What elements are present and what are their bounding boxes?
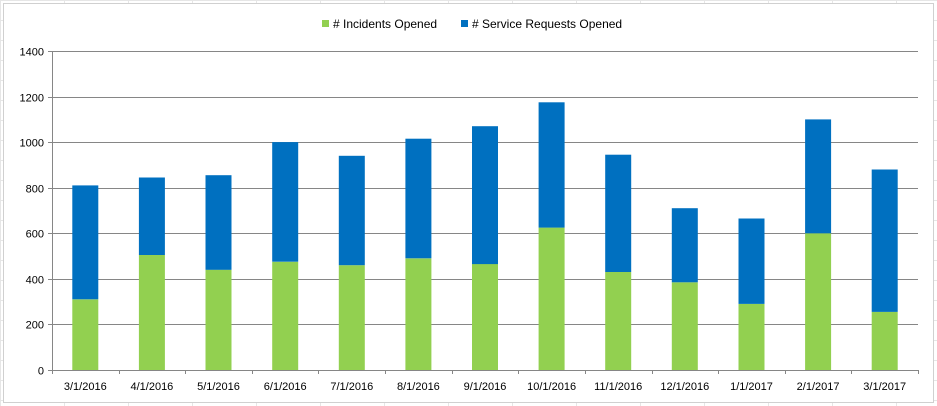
stacked-bar-chart: # Incidents Opened # Service Requests Ope… [20, 17, 919, 393]
x-tick-label: 8/1/2016 [397, 381, 440, 393]
bar-service-requests[interactable] [205, 175, 232, 270]
bar-incidents[interactable] [272, 261, 299, 370]
x-tick-label: 10/1/2016 [527, 381, 576, 393]
x-tick-label: 12/1/2016 [660, 381, 709, 393]
bar-incidents[interactable] [138, 254, 165, 370]
legend: # Incidents Opened # Service Requests Ope… [322, 17, 622, 31]
bar-incidents[interactable] [538, 227, 565, 370]
bar-incidents[interactable] [338, 265, 365, 370]
bar-service-requests[interactable] [405, 138, 432, 259]
legend-swatch [461, 20, 468, 27]
x-tick-label: 1/1/2017 [730, 381, 773, 393]
bar-service-requests[interactable] [472, 126, 498, 265]
bar-incidents[interactable] [671, 282, 698, 370]
y-tick-label: 600 [26, 229, 44, 241]
y-axis: 0 200 400 600 800 1000 1200 1400 [20, 47, 53, 378]
bar-incidents[interactable] [405, 258, 432, 370]
y-tick-label: 1400 [20, 47, 44, 59]
bar-service-requests[interactable] [671, 208, 698, 283]
bar-incidents[interactable] [605, 272, 632, 370]
y-tick-label: 200 [26, 320, 44, 332]
bars [72, 102, 898, 370]
x-tick-label: 3/1/2017 [863, 381, 906, 393]
bar-service-requests[interactable] [338, 155, 365, 266]
bar-incidents[interactable] [871, 311, 898, 370]
bar-service-requests[interactable] [871, 169, 898, 312]
bar-incidents[interactable] [72, 299, 99, 370]
x-tick-label: 2/1/2017 [797, 381, 840, 393]
legend-label[interactable]: # Service Requests Opened [472, 17, 622, 31]
y-tick-label: 1000 [20, 138, 44, 150]
y-tick-label: 800 [26, 184, 44, 196]
bar-incidents[interactable] [472, 264, 498, 370]
legend-label[interactable]: # Incidents Opened [333, 17, 437, 31]
bar-service-requests[interactable] [805, 119, 832, 234]
bar-incidents[interactable] [738, 303, 765, 370]
y-tick-label: 400 [26, 275, 44, 287]
x-tick-label: 6/1/2016 [264, 381, 307, 393]
bar-service-requests[interactable] [138, 177, 165, 256]
bar-service-requests[interactable] [738, 218, 765, 304]
bar-service-requests[interactable] [272, 142, 299, 262]
x-tick-label: 5/1/2016 [197, 381, 240, 393]
y-tick-label: 0 [38, 366, 44, 378]
bar-service-requests[interactable] [72, 185, 99, 300]
x-tick-label: 11/1/2016 [594, 381, 642, 393]
x-tick-label: 4/1/2016 [130, 381, 173, 393]
bar-service-requests[interactable] [605, 154, 632, 272]
x-tick-label: 7/1/2016 [330, 381, 373, 393]
bar-incidents[interactable] [205, 269, 232, 370]
legend-swatch [322, 20, 329, 27]
bar-service-requests[interactable] [538, 102, 565, 228]
x-tick-label: 3/1/2016 [64, 381, 107, 393]
x-tick-label: 9/1/2016 [464, 381, 507, 393]
x-axis: 3/1/2016 4/1/2016 5/1/2016 6/1/2016 7/1/2016… [52, 370, 919, 393]
bar-incidents[interactable] [805, 233, 832, 370]
chart-area[interactable]: # Incidents Opened # Service Requests Ope… [3, 3, 934, 403]
y-tick-label: 1200 [20, 93, 44, 105]
